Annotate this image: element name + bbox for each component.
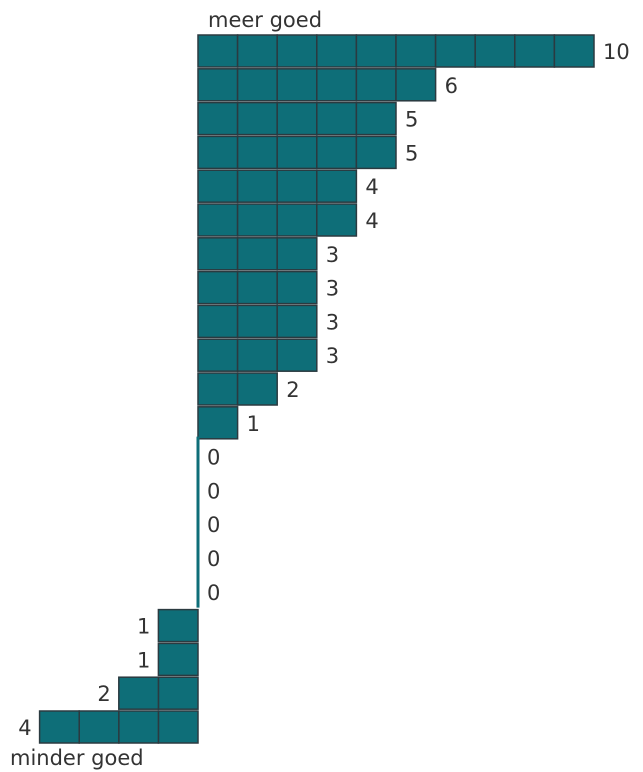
bar-cell-positive (434, 34, 476, 68)
bar-cell-negative (118, 710, 160, 744)
data-label-positive: 6 (445, 74, 458, 98)
bar-cell-negative (157, 642, 199, 677)
data-label-positive: 4 (365, 209, 378, 233)
data-label-negative: 1 (137, 648, 150, 672)
bar-cell-positive (197, 237, 239, 271)
bar-cell-positive (197, 101, 239, 136)
bar-cell-positive (276, 68, 318, 102)
data-label-positive: 0 (207, 479, 220, 503)
data-label-positive: 0 (207, 581, 220, 605)
bar-cell-positive (236, 203, 278, 237)
data-label-positive: 3 (326, 243, 339, 267)
bar-cell-positive (236, 237, 278, 271)
bar-cell-positive (276, 135, 318, 170)
bar-cell-positive (276, 203, 318, 237)
bar-cell-positive (355, 68, 397, 102)
bar-cell-positive (236, 169, 278, 203)
bar-cell-positive (236, 270, 278, 305)
data-label-positive: 5 (405, 141, 418, 165)
bar-cell-positive (197, 68, 239, 102)
bar-cell-positive (276, 237, 318, 271)
bar-cell-positive (236, 34, 278, 68)
bar-cell-positive (553, 34, 595, 68)
bar-cell-negative (118, 676, 160, 710)
bar-cell-positive (236, 135, 278, 170)
bar-cell-positive (276, 304, 318, 339)
bar-cell-negative (157, 710, 199, 744)
data-label-positive: 0 (207, 547, 220, 571)
bar-cell-positive (316, 101, 358, 136)
bar-cell-positive (236, 101, 278, 136)
bar-cell-positive (514, 34, 556, 68)
data-label-negative: 1 (137, 615, 150, 639)
bar-cell-positive (316, 34, 358, 68)
data-label-negative: 2 (97, 682, 110, 706)
bar-cell-negative (157, 676, 199, 710)
bar-cell-positive (197, 135, 239, 170)
bar-cell-positive (474, 34, 516, 68)
bar-cell-negative (78, 710, 120, 744)
bar-cell-positive (197, 304, 239, 339)
data-label-positive: 2 (286, 378, 299, 402)
bar-cell-positive (355, 101, 397, 136)
bar-cell-positive (276, 169, 318, 203)
bar-cell-negative (38, 710, 80, 744)
data-label-negative: 4 (18, 716, 31, 740)
bar-cell-positive (197, 34, 239, 68)
bar-cell-positive (197, 203, 239, 237)
data-label-positive: 3 (326, 344, 339, 368)
bar-cell-positive (236, 338, 278, 372)
bar-cell-positive (316, 68, 358, 102)
bar-cell-positive (355, 34, 397, 68)
bar-cell-positive (197, 270, 239, 305)
bar-cell-positive (197, 169, 239, 203)
bar-cell-positive (316, 203, 358, 237)
data-label-positive: 3 (326, 277, 339, 301)
bar-cell-positive (276, 34, 318, 68)
bar-cell-positive (316, 169, 358, 203)
top-label: meer goed (208, 8, 322, 32)
bar-cell-positive (236, 372, 278, 406)
bar-cell-positive (395, 34, 437, 68)
bar-cell-positive (197, 338, 239, 372)
bottom-label: minder goed (10, 746, 144, 770)
data-label-positive: 4 (365, 175, 378, 199)
bar-cell-positive (355, 135, 397, 170)
data-label-positive: 3 (326, 310, 339, 334)
bar-cell-positive (276, 338, 318, 372)
bar-cell-positive (395, 68, 437, 102)
bar-cell-negative (157, 608, 199, 643)
bar-cell-positive (236, 68, 278, 102)
bar-cell-positive (197, 406, 239, 440)
data-label-positive: 1 (247, 412, 260, 436)
bar-cell-positive (276, 101, 318, 136)
bar-cell-positive (276, 270, 318, 305)
bar-cell-positive (236, 304, 278, 339)
data-label-positive: 5 (405, 108, 418, 132)
data-label-positive: 0 (207, 446, 220, 470)
data-label-positive: 0 (207, 513, 220, 537)
bar-cell-positive (197, 372, 239, 406)
data-label-positive: 10 (603, 40, 630, 64)
bar-cell-positive (316, 135, 358, 170)
